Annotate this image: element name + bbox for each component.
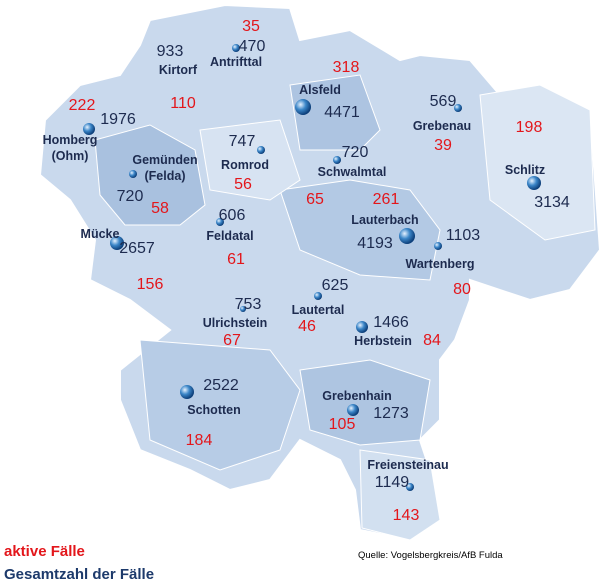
total-cases: 625 [321, 277, 349, 294]
active-cases: 39 [434, 137, 452, 154]
town-marker [240, 306, 246, 312]
active-cases: 80 [453, 281, 471, 298]
region [289, 74, 381, 151]
active-cases: 67 [223, 332, 241, 349]
municipality-name: Grebenhain [322, 389, 392, 403]
active-cases: 105 [328, 416, 356, 433]
town-marker [216, 218, 224, 226]
total-cases: 753 [234, 296, 262, 313]
total-cases: 1976 [100, 111, 136, 128]
total-cases: 2522 [203, 377, 239, 394]
town-marker [314, 292, 322, 300]
total-cases: 4471 [324, 104, 360, 121]
town-marker [454, 104, 462, 112]
town-marker [257, 146, 265, 154]
active-cases: 261 [372, 191, 400, 208]
municipality-name: Alsfeld [299, 83, 341, 97]
legend-total: Gesamtzahl der Fälle [4, 566, 155, 583]
town-marker [83, 123, 95, 135]
region [139, 339, 301, 471]
total-cases: 1273 [373, 405, 409, 422]
total-cases: 747 [228, 133, 256, 150]
active-cases: 198 [515, 119, 543, 136]
total-cases: 2657 [119, 240, 155, 257]
active-cases: 110 [170, 95, 196, 112]
town-marker [347, 404, 359, 416]
town-marker [333, 156, 341, 164]
active-cases: 318 [332, 59, 360, 76]
region [359, 449, 441, 541]
municipality-name: Freiensteinau [367, 458, 449, 472]
municipality-name: Schwalmtal [317, 165, 387, 179]
municipality-name: Lautertal [291, 303, 345, 317]
total-cases: 1149 [374, 474, 410, 491]
active-cases: 58 [151, 200, 169, 217]
total-cases: 1466 [373, 314, 409, 331]
active-cases: 46 [298, 318, 316, 335]
active-cases: 84 [423, 332, 441, 349]
active-cases: 61 [227, 251, 245, 268]
municipality-name: Herbstein [354, 334, 412, 348]
total-cases: 4193 [357, 235, 393, 252]
municipality-name: Ulrichstein [202, 316, 268, 330]
town-marker [434, 242, 442, 250]
total-cases: 933 [156, 43, 184, 60]
region [279, 179, 441, 281]
town-marker [110, 236, 124, 250]
municipality-name: Romrod [221, 158, 269, 172]
total-cases: 569 [429, 93, 457, 110]
total-cases: 470 [238, 38, 266, 55]
municipality-name: Wartenberg [405, 257, 475, 271]
legend-active: aktive Fälle [4, 543, 85, 560]
source: Quelle: Vogelsbergkreis/AfB Fulda [358, 550, 503, 561]
town-marker [406, 483, 414, 491]
municipality-name: Lauterbach [351, 213, 419, 227]
active-cases: 35 [242, 18, 260, 35]
total-cases: 720 [341, 144, 369, 161]
total-cases: 606 [218, 207, 246, 224]
region [94, 124, 206, 226]
active-cases: 65 [306, 191, 324, 208]
town-marker [527, 176, 541, 190]
total-cases: 3134 [534, 194, 570, 211]
active-cases: 156 [136, 276, 164, 293]
municipality-name: Feldatal [206, 229, 254, 243]
town-marker [232, 44, 240, 52]
region [299, 359, 431, 446]
town-marker [129, 170, 137, 178]
town-marker [399, 228, 415, 244]
municipality-name: Gemünden (Felda) [132, 153, 198, 183]
town-marker [356, 321, 368, 333]
region [479, 84, 596, 241]
total-cases: 720 [116, 188, 144, 205]
active-cases: 143 [392, 507, 420, 524]
municipality-name: Grebenau [412, 119, 472, 133]
municipality-name: Mücke [80, 227, 120, 241]
town-marker [295, 99, 311, 115]
municipality-name: Schlitz [504, 163, 546, 177]
active-cases: 222 [68, 97, 96, 114]
active-cases: 184 [185, 432, 213, 449]
active-cases: 56 [234, 176, 252, 193]
region [199, 119, 301, 201]
municipality-name: Homberg (Ohm) [42, 133, 98, 163]
municipality-name: Antrifttal [209, 55, 263, 69]
total-cases: 1103 [445, 227, 481, 244]
municipality-name: Kirtorf [158, 63, 198, 77]
municipality-name: Schotten [187, 403, 241, 417]
town-marker [180, 385, 194, 399]
